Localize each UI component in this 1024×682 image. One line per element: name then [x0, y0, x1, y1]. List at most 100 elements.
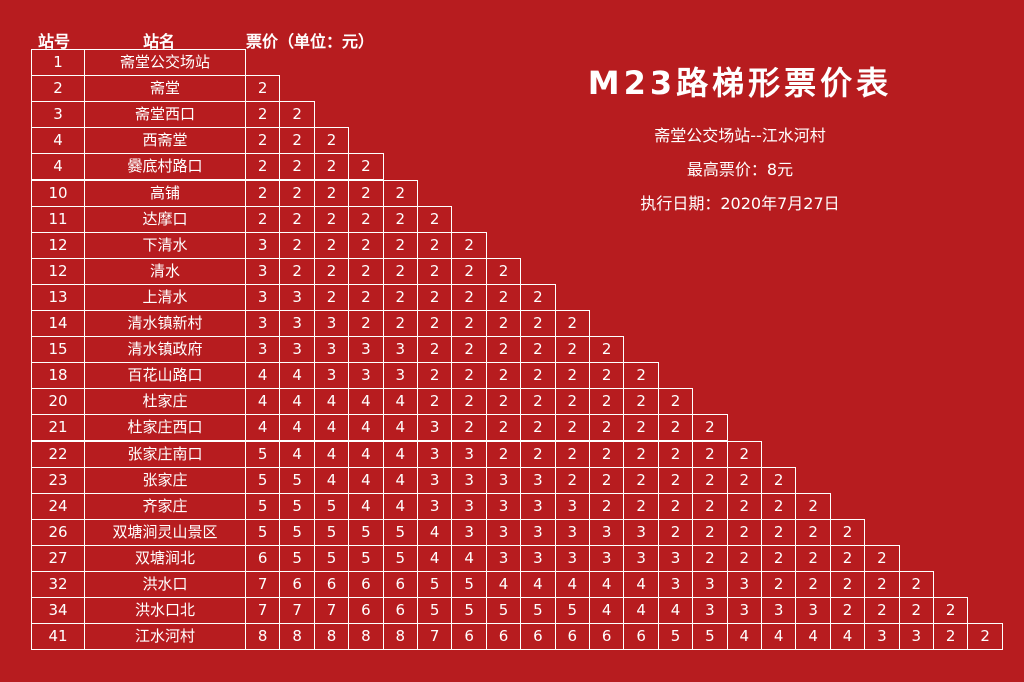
fare-cell: 5 [451, 571, 487, 599]
station-name-cell: 齐家庄 [84, 492, 246, 520]
fare-cell: 3 [623, 544, 659, 572]
fare-cell: 4 [520, 571, 556, 599]
fare-cell: 3 [485, 492, 522, 520]
fare-cell: 2 [589, 362, 625, 390]
fare-cell: 2 [485, 257, 522, 285]
fare-cell: 3 [313, 362, 350, 390]
fare-cell: 5 [554, 597, 590, 625]
fare-cell: 2 [417, 283, 453, 311]
fare-cell: 2 [485, 283, 522, 311]
fare-cell: 4 [348, 440, 384, 468]
column-header-station-name: 站名 [143, 32, 176, 51]
fare-cell: 3 [589, 544, 625, 572]
fare-cell: 2 [933, 597, 969, 625]
fare-cell: 2 [554, 336, 590, 364]
fare-cell: 2 [451, 283, 487, 311]
fare-cell: 2 [313, 231, 350, 259]
fare-cell: 4 [279, 362, 315, 390]
fare-cell: 6 [313, 571, 350, 599]
fare-cell: 3 [382, 336, 418, 364]
fare-cell: 8 [382, 623, 418, 651]
fare-cell: 4 [245, 388, 281, 416]
fare-cell: 2 [313, 179, 350, 207]
fare-cell: 2 [657, 440, 694, 468]
fare-cell: 2 [279, 179, 315, 207]
fare-cell: 7 [417, 623, 453, 651]
fare-cell: 2 [726, 466, 762, 494]
fare-cell: 2 [554, 466, 590, 494]
fare-cell: 3 [279, 283, 315, 311]
fare-cell: 2 [382, 231, 418, 259]
station-name-cell: 斋堂公交场站 [84, 49, 246, 77]
fare-cell: 6 [485, 623, 522, 651]
fare-cell: 2 [382, 283, 418, 311]
route-label: 斋堂公交场站--江水河村 [654, 126, 826, 145]
fare-cell: 2 [485, 440, 522, 468]
fare-cell: 6 [554, 623, 590, 651]
column-header-fare-unit: 票价（单位：元） [246, 32, 375, 51]
station-no-cell: 41 [31, 623, 85, 651]
station-no-cell: 12 [31, 231, 85, 259]
fare-cell: 5 [245, 440, 281, 468]
fare-cell: 4 [245, 362, 281, 390]
fare-cell: 2 [726, 544, 762, 572]
station-no-cell: 27 [31, 544, 85, 572]
station-no-cell: 10 [31, 179, 85, 207]
fare-cell: 4 [726, 623, 762, 651]
fare-cell: 2 [726, 518, 762, 546]
fare-cell: 2 [554, 414, 590, 442]
fare-cell: 2 [348, 205, 384, 233]
fare-cell: 3 [485, 518, 522, 546]
fare-cell: 4 [382, 414, 418, 442]
fare-cell: 4 [279, 414, 315, 442]
fare-cell: 4 [795, 623, 831, 651]
fare-cell: 2 [451, 388, 487, 416]
station-name-cell: 西斋堂 [84, 127, 246, 155]
fare-cell: 2 [657, 492, 694, 520]
fare-cell: 6 [245, 544, 281, 572]
fare-cell: 5 [313, 518, 350, 546]
fare-cell: 4 [829, 623, 866, 651]
fare-cell: 3 [485, 544, 522, 572]
fare-cell: 3 [520, 544, 556, 572]
fare-cell: 2 [520, 283, 556, 311]
station-no-cell: 12 [31, 257, 85, 285]
fare-cell: 2 [417, 336, 453, 364]
fare-cell: 6 [348, 597, 384, 625]
fare-cell: 4 [382, 388, 418, 416]
fare-cell: 2 [623, 466, 659, 494]
fare-cell: 6 [520, 623, 556, 651]
fare-cell: 3 [348, 336, 384, 364]
fare-cell: 5 [520, 597, 556, 625]
fare-cell: 2 [485, 310, 522, 338]
fare-cell: 3 [520, 518, 556, 546]
fare-cell: 2 [554, 362, 590, 390]
fare-cell: 2 [245, 153, 281, 181]
fare-cell: 6 [451, 623, 487, 651]
fare-cell: 4 [417, 544, 453, 572]
fare-cell: 2 [589, 440, 625, 468]
fare-cell: 2 [451, 231, 487, 259]
fare-cell: 5 [382, 518, 418, 546]
fare-cell: 2 [520, 336, 556, 364]
station-name-cell: 下清水 [84, 231, 246, 259]
fare-cell: 3 [898, 623, 934, 651]
fare-cell: 4 [554, 571, 590, 599]
fare-cell: 2 [623, 414, 659, 442]
fare-cell: 5 [245, 518, 281, 546]
fare-cell: 4 [382, 466, 418, 494]
station-name-cell: 爨底村路口 [84, 153, 246, 181]
station-name-cell: 斋堂 [84, 75, 246, 103]
fare-cell: 2 [348, 179, 384, 207]
fare-cell: 4 [451, 544, 487, 572]
fare-cell: 2 [279, 127, 315, 155]
fare-cell: 3 [726, 597, 762, 625]
fare-cell: 2 [417, 231, 453, 259]
fare-cell: 2 [898, 597, 934, 625]
fare-cell: 7 [245, 571, 281, 599]
fare-cell: 4 [348, 388, 384, 416]
station-no-cell: 21 [31, 414, 85, 442]
fare-cell: 2 [313, 205, 350, 233]
fare-cell: 8 [313, 623, 350, 651]
